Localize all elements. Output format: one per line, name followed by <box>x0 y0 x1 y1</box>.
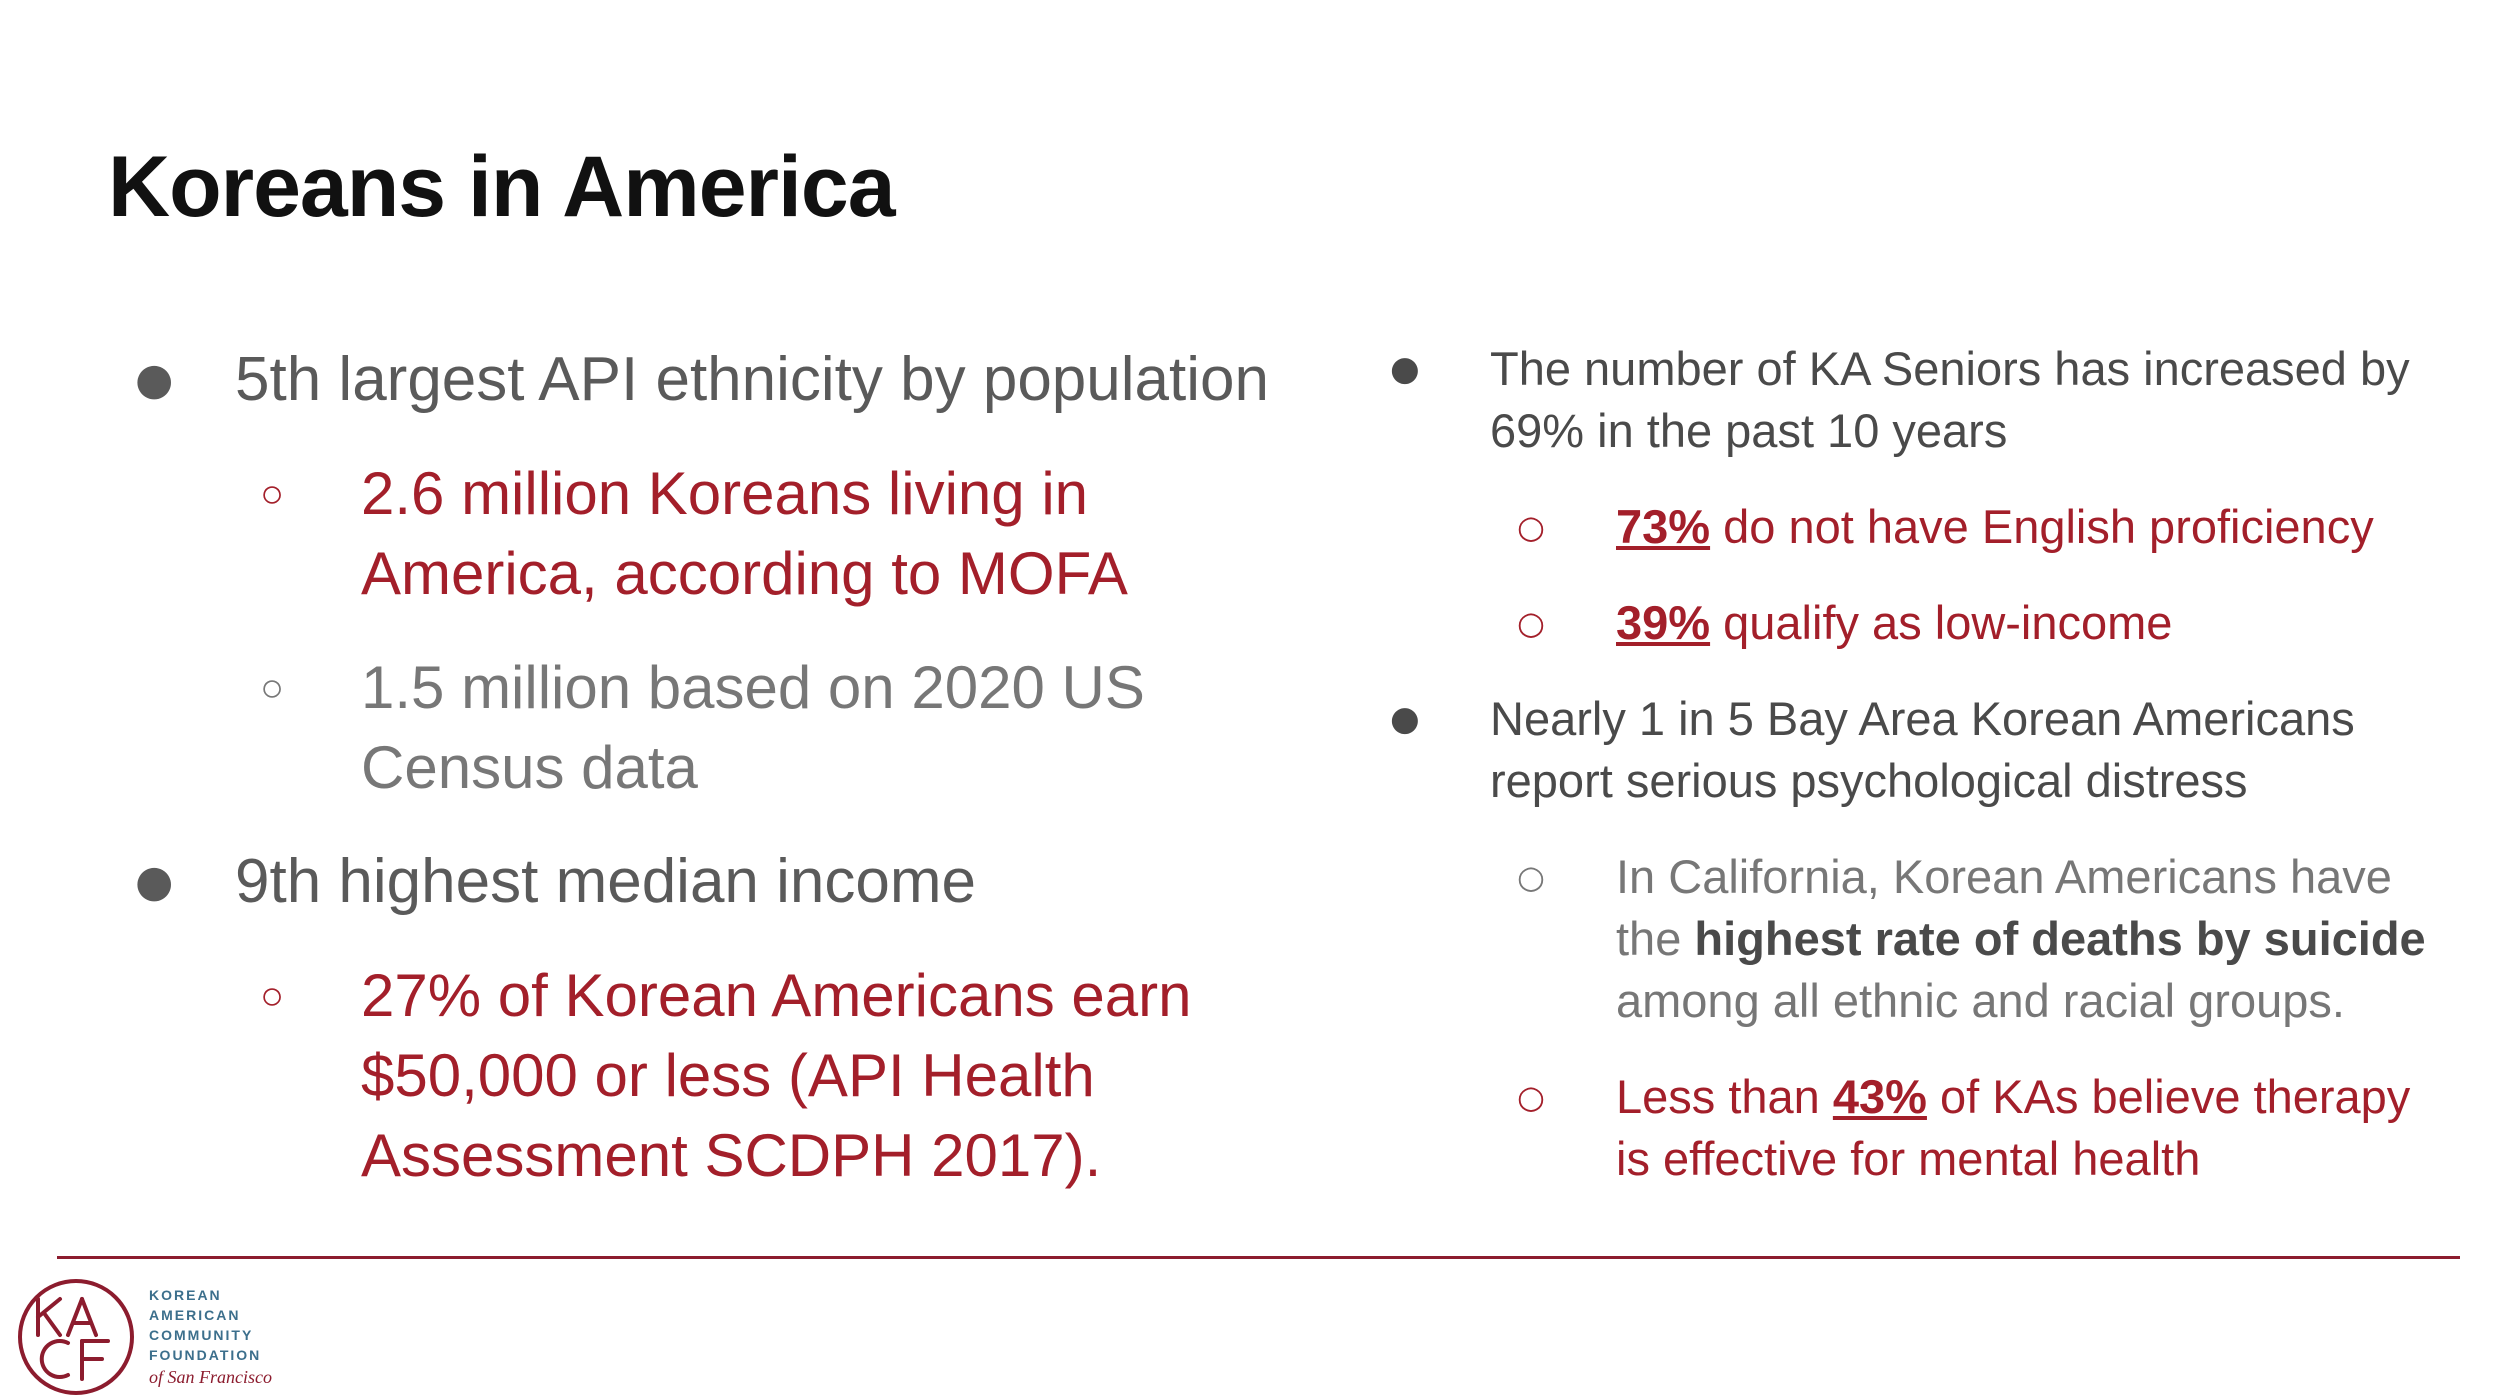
filled-bullet-icon: ● <box>135 856 174 907</box>
sub-bullet-text: qualify as low-income <box>1710 596 2173 649</box>
sub-bullet-text: Less than <box>1616 1070 1833 1123</box>
sub-bullet-therapy: ○ Less than 43% of KAs believe therapy i… <box>1390 1066 2430 1190</box>
sub-bullet-text: do not have English proficiency <box>1710 500 2374 553</box>
filled-bullet-icon: ● <box>135 354 174 405</box>
kacf-logo: KOREAN AMERICAN COMMUNITY FOUNDATION of … <box>16 1277 284 1397</box>
hollow-bullet-icon: ○ <box>260 665 285 711</box>
sub-bullet-suicide: ○ In California, Korean Americans have t… <box>1390 846 2430 1032</box>
sub-bullet-text: 1.5 million based on 2020 US Census data <box>361 654 1145 801</box>
bullet-text: Nearly 1 in 5 Bay Area Korean Americans … <box>1490 692 2355 807</box>
hollow-bullet-icon: ○ <box>1517 858 1545 896</box>
stat-39-percent: 39% <box>1616 596 1711 649</box>
logo-line: AMERICAN <box>149 1307 241 1323</box>
kacf-emblem-icon <box>18 1279 134 1395</box>
sub-bullet-census: ○ 1.5 million based on 2020 US Census da… <box>135 648 1335 808</box>
hollow-bullet-icon: ○ <box>260 973 285 1019</box>
stat-43-percent: 43% <box>1832 1070 1927 1123</box>
bullet-median-income: ● 9th highest median income <box>135 842 1335 922</box>
sub-bullet-mofa: ○ 2.6 million Koreans living in America,… <box>135 454 1335 614</box>
logo-line: KOREAN <box>149 1287 222 1303</box>
left-column: ● 5th largest API ethnicity by populatio… <box>135 340 1335 1196</box>
bullet-text: 9th highest median income <box>235 847 977 916</box>
right-column: ● The number of KA Seniors has increased… <box>1390 338 2430 1190</box>
footer-divider <box>57 1256 2460 1259</box>
bullet-distress: ● Nearly 1 in 5 Bay Area Korean American… <box>1390 688 2430 812</box>
bullet-text: 5th largest API ethnicity by population <box>235 345 1269 414</box>
sub-bullet-text: of KAs believe therapy is effective for … <box>1616 1070 2411 1185</box>
filled-bullet-icon: ● <box>1390 349 1420 389</box>
hollow-bullet-icon: ○ <box>1517 604 1545 642</box>
logo-line: FOUNDATION <box>149 1347 262 1363</box>
sub-bullet-text: 2.6 million Koreans living in America, a… <box>361 460 1128 607</box>
sub-bullet-english: ○ 73% do not have English proficiency <box>1390 496 2430 558</box>
bullet-seniors: ● The number of KA Seniors has increased… <box>1390 338 2430 462</box>
sub-bullet-earnings: ○ 27% of Korean Americans earn $50,000 o… <box>135 956 1335 1196</box>
filled-bullet-icon: ● <box>1390 699 1420 739</box>
bullet-text: The number of KA Seniors has increased b… <box>1490 342 2410 457</box>
sub-bullet-text: In California, Korean Americans have the <box>1616 850 2392 965</box>
hollow-bullet-icon: ○ <box>1517 508 1545 546</box>
stat-73-percent: 73% <box>1616 500 1711 553</box>
logo-subtitle: of San Francisco <box>149 1367 272 1387</box>
slide-title: Koreans in America <box>108 139 896 235</box>
hollow-bullet-icon: ○ <box>1517 1078 1545 1116</box>
sub-bullet-text: among all ethnic and racial groups. <box>1616 974 2345 1027</box>
emphasis-text: highest rate of deaths by suicide <box>1694 912 2426 965</box>
logo-wordmark: KOREAN AMERICAN COMMUNITY FOUNDATION <box>149 1285 261 1365</box>
sub-bullet-text: 27% of Korean Americans earn $50,000 or … <box>361 962 1192 1189</box>
hollow-bullet-icon: ○ <box>260 471 285 517</box>
logo-line: COMMUNITY <box>149 1327 254 1343</box>
sub-bullet-low-income: ○ 39% qualify as low-income <box>1390 592 2430 654</box>
bullet-population-rank: ● 5th largest API ethnicity by populatio… <box>135 340 1335 420</box>
